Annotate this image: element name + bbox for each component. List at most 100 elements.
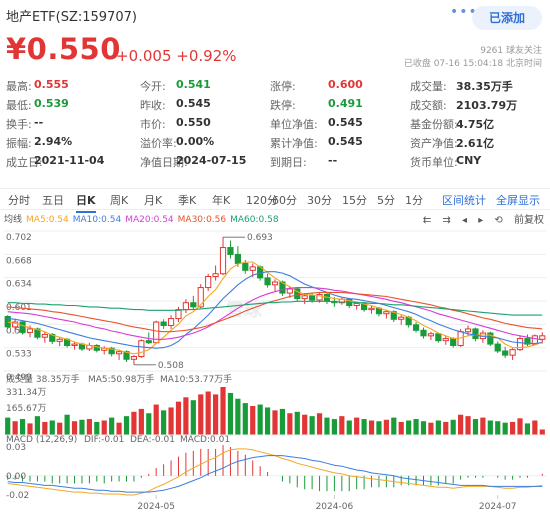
volume-bar (309, 416, 315, 435)
left-icon[interactable]: ◂ (461, 215, 468, 226)
volume-bar (532, 420, 538, 435)
candle-body (227, 247, 234, 255)
candle-body (41, 333, 48, 338)
macd-y-label: 0.03 (6, 443, 26, 453)
candle-body (316, 293, 323, 301)
tab-period[interactable]: 120分 (246, 194, 278, 207)
candle-body (271, 281, 279, 286)
volume-bar (79, 419, 85, 435)
candle-body (138, 340, 145, 358)
annotation-label: 0.508 (158, 361, 184, 371)
fullscreen-link[interactable]: 全屏显示 (496, 194, 540, 207)
candle-body (175, 309, 182, 320)
quote-value: 0.00% (176, 135, 215, 148)
right-icon[interactable]: ▸ (478, 215, 484, 226)
current-price: ¥0.550 (6, 32, 121, 66)
tab-period[interactable]: 5分 (377, 194, 395, 207)
reset-icon[interactable]: ⟲ (494, 215, 503, 226)
volume-bar (161, 410, 167, 435)
volume-bar (294, 411, 300, 435)
candle-body (502, 350, 509, 356)
more-icon[interactable]: ••• (450, 4, 478, 20)
tab-period[interactable]: 日K (76, 194, 96, 213)
quote-label: 货币单位: (410, 156, 458, 169)
volume-bar (524, 423, 531, 435)
macd-dea-label: DEA:-0.01 (130, 435, 175, 445)
shrink-icon[interactable]: ⇇ (422, 215, 432, 226)
volume-bar (391, 417, 397, 435)
volume-bar (487, 420, 493, 435)
volume-bar (502, 422, 508, 435)
follow-button[interactable]: 已添加 (472, 6, 542, 30)
annotation-label: 0.693 (247, 233, 273, 243)
expand-icon[interactable]: ⇉ (442, 215, 451, 226)
quote-value: 38.35万手 (456, 80, 513, 93)
kline-chart[interactable]: 0.7020.6680.6340.6010.5670.5330.4990.693… (0, 225, 550, 513)
volume-bar (198, 394, 204, 435)
candle-body (160, 321, 167, 326)
ma-legend-item: MA5:0.54 (26, 215, 69, 225)
volume-bar (94, 421, 100, 435)
quote-label: 成交额: (410, 99, 447, 112)
ma-legend-item: MA20:0.54 (125, 215, 174, 225)
candle-body (264, 277, 271, 286)
quote-value: 0.600 (328, 78, 363, 91)
candle-body (472, 328, 479, 340)
tab-period[interactable]: 15分 (342, 194, 367, 207)
volume-bar (316, 413, 323, 435)
quote-value: 2021-11-04 (34, 154, 105, 167)
candle-body (531, 335, 538, 345)
ma-legend-item: MA10:0.54 (72, 215, 122, 225)
quote-label: 昨收: (140, 99, 166, 112)
candle-body (26, 328, 34, 333)
quote-value: 2.61亿 (456, 137, 495, 150)
quote-label: 跌停: (270, 99, 296, 112)
candle-body (34, 328, 41, 338)
candle-body (219, 247, 227, 275)
tab-period[interactable]: 分时 (8, 194, 30, 207)
tab-period[interactable]: 30分 (307, 194, 332, 207)
candle-body (516, 338, 524, 351)
volume-bar (517, 418, 523, 435)
quote-label: 溢价率: (140, 137, 177, 150)
tab-period[interactable]: 周K (110, 194, 129, 207)
tab-period[interactable]: 1分 (405, 194, 423, 207)
quote-value: 0.545 (328, 116, 363, 129)
volume-bar (346, 420, 352, 435)
ma-line (7, 300, 543, 316)
candle-body (427, 333, 435, 337)
quote-value: 0.545 (176, 97, 211, 110)
quote-value: CNY (456, 154, 482, 167)
adjust-select[interactable]: 前复权 (514, 215, 544, 226)
volume-bar (183, 397, 189, 435)
volume-bar (101, 420, 107, 435)
quote-value: 2024-07-15 (176, 154, 247, 167)
volume-bar (27, 423, 33, 435)
tab-period[interactable]: 季K (178, 194, 197, 207)
candle-body (412, 324, 420, 331)
tab-period[interactable]: 60分 (272, 194, 297, 207)
quote-label: 单位净值: (270, 118, 318, 131)
page-title: 地产ETF(SZ:159707) (6, 10, 137, 25)
candle-body (309, 295, 316, 301)
volume-bar (302, 414, 308, 435)
x-axis-label: 2024-06 (316, 502, 354, 512)
ma-legend: 均线 MA5:0.54 MA10:0.54 MA20:0.54 MA30:0.56 MA6… (4, 212, 283, 225)
quote-label: 最高: (6, 80, 32, 93)
volume-bar (264, 407, 271, 435)
interval-stats-link[interactable]: 区间统计 (442, 194, 486, 207)
volume-bar (324, 417, 330, 435)
volume-bar (354, 417, 360, 435)
quote-label: 成立日: (6, 156, 43, 169)
tab-period[interactable]: 五日 (42, 194, 64, 207)
tab-period[interactable]: 年K (212, 194, 231, 207)
volume-bar (42, 421, 48, 435)
quote-row: 最高: 0.555 今开: 0.541 涨停: 0.600 成交量: 38.35万手 (0, 78, 550, 96)
tab-period[interactable]: 月K (144, 194, 163, 207)
quote-label: 市价: (140, 118, 166, 131)
candle-body (19, 321, 26, 333)
volume-bar (190, 400, 196, 435)
volume-bar (49, 420, 55, 435)
volume-y-label: 331.34万 (6, 388, 47, 398)
volume-bar (458, 414, 464, 435)
